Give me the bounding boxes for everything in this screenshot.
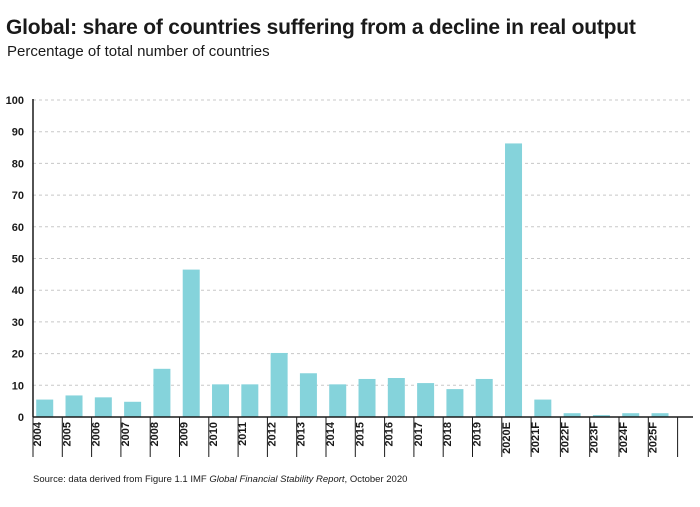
bar-2008 bbox=[153, 368, 171, 417]
bar-2009 bbox=[182, 269, 200, 417]
bar-2014 bbox=[329, 384, 347, 417]
y-tick-labels: 0 10 20 30 40 50 60 70 80 90 100 bbox=[6, 95, 24, 424]
x-tick-label: 2006 bbox=[91, 422, 103, 446]
x-tick-label: 2005 bbox=[61, 422, 73, 446]
bar-2007 bbox=[124, 401, 142, 417]
x-tick-label: 2008 bbox=[149, 422, 161, 446]
source-suffix: , October 2020 bbox=[344, 474, 408, 485]
y-tick-label: 90 bbox=[12, 127, 24, 139]
bar-2006 bbox=[94, 397, 112, 417]
y-tick-label: 20 bbox=[12, 349, 24, 361]
bar-2018 bbox=[446, 389, 464, 417]
y-tick-label: 30 bbox=[12, 317, 24, 329]
x-tick-label: 2012 bbox=[266, 422, 278, 446]
x-tick-label: 2019 bbox=[472, 422, 484, 446]
axes bbox=[32, 99, 693, 457]
y-tick-label: 80 bbox=[12, 158, 24, 170]
x-tick-label: 2025F bbox=[647, 422, 659, 453]
x-tick-label: 2022F bbox=[559, 422, 571, 453]
bar-2024F bbox=[622, 413, 640, 417]
bar-2013 bbox=[299, 373, 317, 417]
x-tick-label: 2004 bbox=[32, 421, 44, 446]
bar-2010 bbox=[212, 384, 230, 417]
y-tick-label: 0 bbox=[18, 412, 24, 424]
bar-2004 bbox=[36, 399, 54, 417]
y-tick-label: 70 bbox=[12, 190, 24, 202]
source-note: Source: data derived from Figure 1.1 IMF… bbox=[33, 474, 407, 485]
x-tick-label: 2007 bbox=[120, 422, 132, 446]
x-tick-label: 2021F bbox=[530, 422, 542, 453]
y-tick-label: 100 bbox=[6, 95, 24, 107]
bar-2011 bbox=[241, 384, 259, 417]
bar-2025F bbox=[651, 413, 669, 417]
source-prefix: Source: data derived from Figure 1.1 IMF bbox=[33, 474, 210, 485]
x-tick-label: 2013 bbox=[296, 422, 308, 446]
y-tick-label: 50 bbox=[12, 254, 24, 266]
bar-2021F bbox=[534, 399, 552, 417]
chart-title: Global: share of countries suffering fro… bbox=[6, 16, 636, 39]
bar-2015 bbox=[358, 378, 376, 417]
y-tick-label: 40 bbox=[12, 285, 24, 297]
bar-2023F bbox=[592, 415, 610, 417]
x-tick-label: 2011 bbox=[237, 422, 249, 446]
x-tick-label: 2010 bbox=[208, 422, 220, 446]
bar-2017 bbox=[417, 383, 435, 417]
bar-2012 bbox=[270, 352, 288, 417]
bar-2016 bbox=[387, 378, 405, 417]
x-tick-label: 2023F bbox=[589, 422, 601, 453]
x-tick-label: 2018 bbox=[442, 422, 454, 446]
chart-subtitle: Percentage of total number of countries bbox=[7, 43, 270, 60]
x-tick-label: 2015 bbox=[354, 422, 366, 446]
x-tick-label: 2009 bbox=[179, 422, 191, 446]
y-tick-label: 60 bbox=[12, 222, 24, 234]
bar-2020E bbox=[505, 143, 523, 417]
x-tick-label: 2014 bbox=[325, 421, 337, 446]
bars bbox=[36, 143, 669, 417]
gridlines bbox=[33, 99, 693, 386]
x-tick-label: 2024F bbox=[618, 422, 630, 453]
x-tick-label: 2016 bbox=[384, 422, 396, 446]
y-tick-label: 10 bbox=[12, 380, 24, 392]
x-tick-label: 2017 bbox=[413, 422, 425, 446]
bar-2019 bbox=[475, 378, 493, 417]
x-tick-label: 2020E bbox=[501, 422, 513, 454]
bar-2022F bbox=[563, 413, 581, 417]
x-tick-labels: 2004 2005 2006 2007 2008 2009 2010 2011 2012 2013… bbox=[32, 421, 659, 454]
source-report-title: Global Financial Stability Report bbox=[209, 474, 345, 485]
bar-2005 bbox=[65, 395, 83, 417]
